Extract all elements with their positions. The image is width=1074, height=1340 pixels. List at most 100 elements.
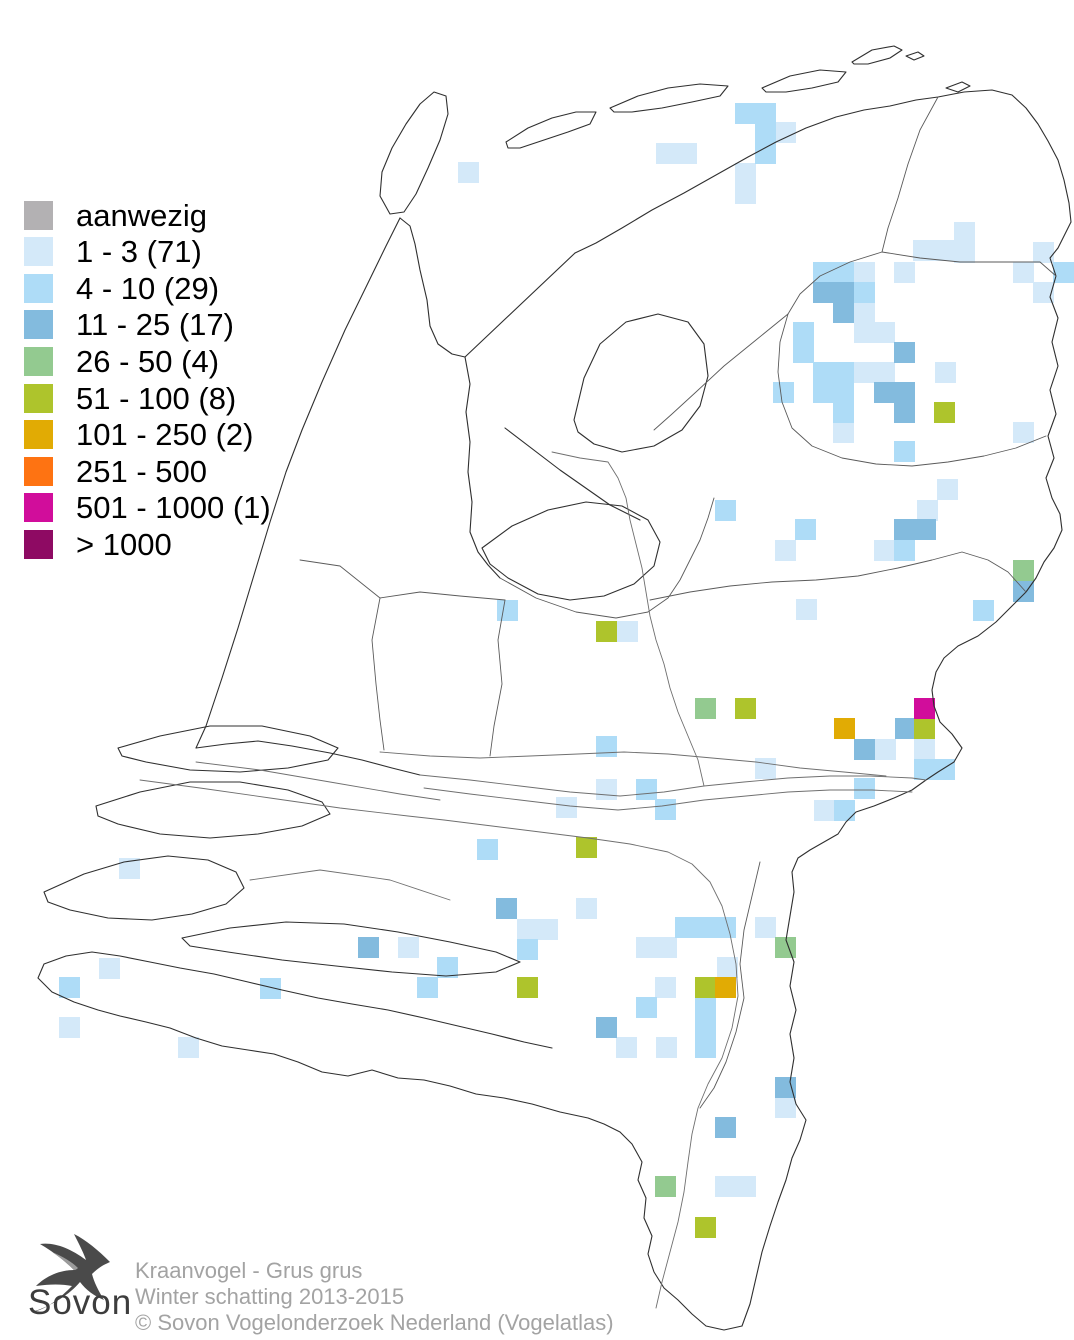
atlas-cell bbox=[973, 600, 994, 621]
legend-swatch bbox=[24, 310, 53, 340]
atlas-cell bbox=[715, 917, 736, 938]
border-drenthe-overijssel bbox=[777, 313, 1047, 467]
species-name: Kraanvogel - Grus grus bbox=[135, 1258, 363, 1283]
atlas-cell bbox=[656, 1037, 677, 1058]
islet-rottum bbox=[945, 81, 971, 93]
atlas-cell bbox=[735, 183, 756, 204]
atlas-cell bbox=[717, 957, 738, 978]
copyright-line: © Sovon Vogelonderzoek Nederland (Vogela… bbox=[135, 1310, 614, 1335]
houtribdijk bbox=[504, 427, 641, 521]
river-waal-south bbox=[423, 787, 913, 811]
atlas-cell bbox=[656, 937, 677, 958]
coast-veluwe-randmeren bbox=[499, 497, 715, 619]
island-walcheren-beveland bbox=[43, 855, 245, 921]
atlas-cell bbox=[833, 402, 854, 423]
atlas-cell bbox=[755, 103, 776, 124]
legend-swatch bbox=[24, 200, 53, 230]
atlas-cell bbox=[894, 382, 915, 403]
atlas-cell bbox=[537, 919, 558, 940]
atlas-cell bbox=[894, 402, 915, 423]
atlas-cell bbox=[655, 1176, 676, 1197]
atlas-cell bbox=[874, 362, 895, 383]
legend-swatch bbox=[24, 493, 53, 523]
legend-row-2: 4 - 10 (29) bbox=[24, 270, 220, 306]
atlas-cell bbox=[556, 797, 577, 818]
legend-swatch bbox=[24, 383, 53, 413]
atlas-cell bbox=[1033, 282, 1054, 303]
atlas-cell bbox=[617, 621, 638, 642]
atlas-cell bbox=[477, 839, 498, 860]
legend-label: 4 - 10 (29) bbox=[76, 270, 220, 306]
haringvliet-south bbox=[139, 779, 445, 821]
island-ameland bbox=[761, 69, 847, 93]
atlas-cell bbox=[833, 422, 854, 443]
legend-swatch bbox=[24, 456, 53, 486]
atlas-cell bbox=[715, 977, 736, 998]
survey-period: Winter schatting 2013-2015 bbox=[135, 1284, 405, 1309]
atlas-cell bbox=[398, 937, 419, 958]
legend-label: 11 - 25 (17) bbox=[76, 307, 234, 343]
atlas-cell bbox=[1053, 262, 1074, 283]
afsluitdijk bbox=[464, 252, 576, 358]
legend-row-3: 11 - 25 (17) bbox=[24, 307, 234, 343]
atlas-cell bbox=[417, 977, 438, 998]
border-friesland-overijssel bbox=[653, 313, 789, 431]
legend-label: 51 - 100 (8) bbox=[76, 380, 237, 416]
atlas-cell bbox=[894, 262, 915, 283]
atlas-cell bbox=[775, 1097, 796, 1118]
atlas-cell bbox=[636, 997, 657, 1018]
border-groningen-drenthe bbox=[881, 251, 1057, 277]
river-ijssel bbox=[551, 451, 705, 787]
atlas-cell bbox=[755, 758, 776, 779]
atlas-cell bbox=[636, 779, 657, 800]
atlas-cell bbox=[813, 362, 834, 383]
atlas-cell bbox=[576, 898, 597, 919]
atlas-cell bbox=[793, 322, 814, 343]
legend-swatch bbox=[24, 273, 53, 303]
atlas-cell bbox=[616, 1037, 637, 1058]
island-goeree bbox=[117, 725, 339, 773]
atlas-cell bbox=[833, 302, 854, 323]
polder-noordoost bbox=[573, 313, 709, 453]
atlas-cell bbox=[656, 143, 677, 164]
atlas-cell bbox=[695, 1037, 716, 1058]
atlas-cell bbox=[596, 1017, 617, 1038]
legend-swatch bbox=[24, 346, 53, 376]
atlas-cell bbox=[437, 957, 458, 978]
atlas-cell bbox=[596, 621, 617, 642]
atlas-cell bbox=[874, 322, 895, 343]
atlas-cell bbox=[775, 1077, 796, 1098]
atlas-cell bbox=[874, 540, 895, 561]
atlas-cell bbox=[1013, 422, 1034, 443]
sovon-logo-text: Sovon bbox=[28, 1283, 133, 1322]
atlas-cell bbox=[755, 917, 776, 938]
river-waal-north bbox=[419, 774, 927, 797]
legend-swatch bbox=[24, 420, 53, 450]
atlas-cell bbox=[655, 977, 676, 998]
atlas-cell bbox=[813, 282, 834, 303]
legend-label: 1 - 3 (71) bbox=[76, 234, 202, 270]
atlas-cell bbox=[59, 977, 80, 998]
atlas-cell bbox=[517, 939, 538, 960]
atlas-cell bbox=[854, 362, 875, 383]
atlas-cell bbox=[854, 302, 875, 323]
coastline-waterway bbox=[195, 740, 421, 776]
atlas-cell bbox=[576, 837, 597, 858]
atlas-cell bbox=[934, 402, 955, 423]
atlas-cell bbox=[1033, 242, 1054, 263]
atlas-cell bbox=[636, 937, 657, 958]
atlas-cell bbox=[735, 163, 756, 184]
atlas-cell bbox=[496, 898, 517, 919]
islet-simonszand bbox=[905, 51, 925, 61]
atlas-cell bbox=[773, 382, 794, 403]
atlas-cell bbox=[913, 240, 934, 261]
atlas-cell bbox=[793, 342, 814, 363]
river-lek bbox=[379, 751, 887, 777]
atlas-cell bbox=[517, 919, 538, 940]
atlas-cell bbox=[178, 1037, 199, 1058]
border-brabant-limburg bbox=[699, 861, 761, 1109]
atlas-cell bbox=[834, 718, 855, 739]
legend-row-5: 51 - 100 (8) bbox=[24, 380, 237, 416]
atlas-cell bbox=[695, 698, 716, 719]
atlas-cell bbox=[119, 858, 140, 879]
